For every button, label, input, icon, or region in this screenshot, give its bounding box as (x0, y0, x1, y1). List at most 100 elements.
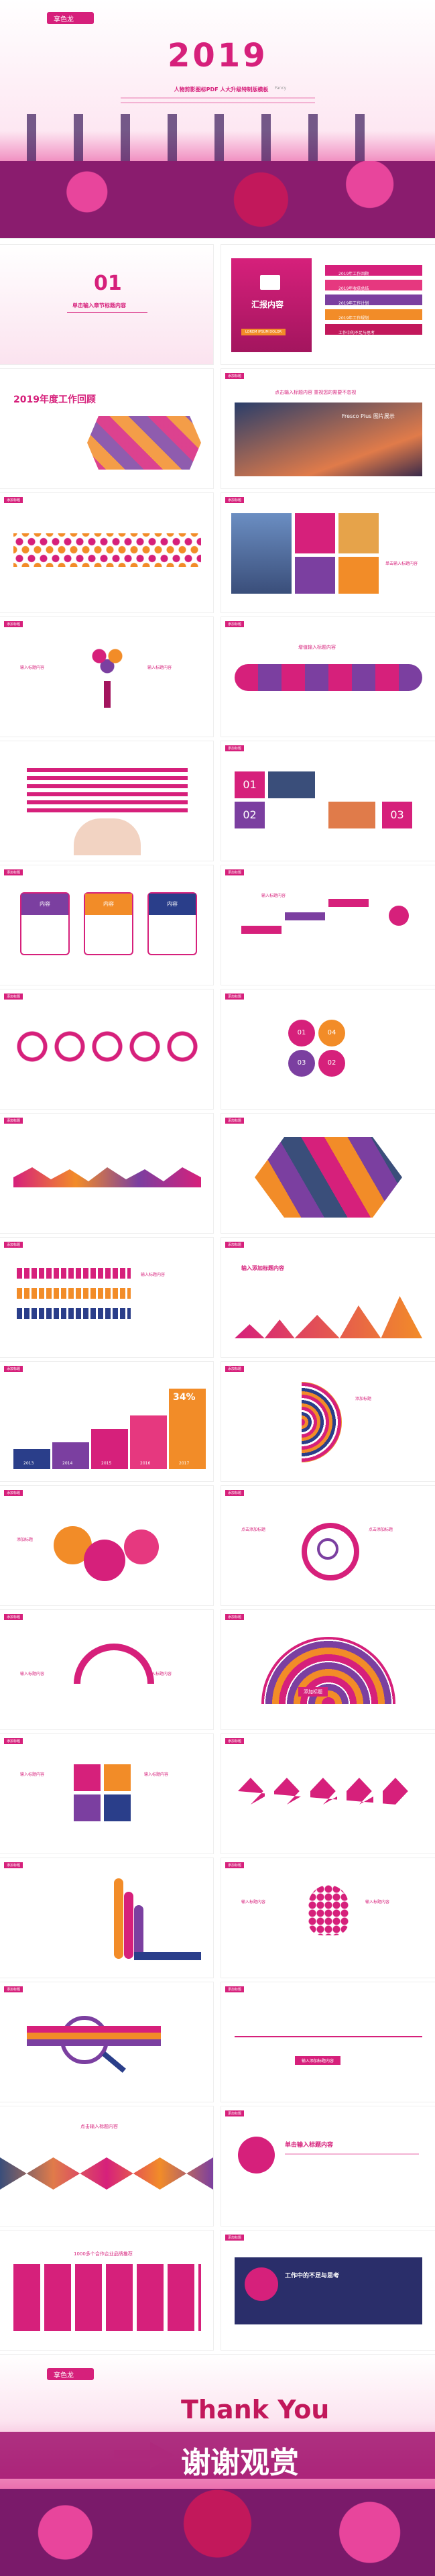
ribbon (124, 1892, 133, 1959)
toc-item[interactable]: 工作中的不足与思考 (325, 324, 422, 335)
slide-tree: 添加标题 输入标题内容 输入标题内容 (0, 617, 213, 737)
semi-label: 输入标题内容 (20, 1672, 45, 1676)
gear-icon (84, 1540, 125, 1581)
brand-logo (47, 2368, 94, 2380)
hex-cell: 01 (288, 1020, 315, 1046)
search-icon (317, 1538, 338, 1560)
slide-tag: 添加标题 (4, 869, 23, 875)
intro-title: 增值输入标题内容 (298, 645, 336, 650)
card-header: 内容 (149, 894, 196, 915)
search-ring (302, 1523, 359, 1580)
slide-tag: 添加标题 (225, 1366, 245, 1372)
hex-cell: 04 (318, 1020, 345, 1046)
toc-report-sub: LOREM IPSUM DOLOR (241, 329, 286, 335)
toc-item-label: 2019年工作规划 (338, 316, 369, 321)
toc-item[interactable]: 2019年工作回顾 (325, 265, 422, 276)
people-row (17, 1288, 131, 1299)
slide-database: 添加标题 单击输入标题内容 (221, 2106, 435, 2226)
step-bar (328, 899, 369, 907)
slide-icon-grid: 添加标题 输入标题内容 输入标题内容 (0, 1734, 213, 1854)
content-card: 内容 (20, 892, 70, 955)
arc-label: 添加标题 (355, 1397, 372, 1401)
ribbon-base (134, 1952, 201, 1960)
slide-hex-numbers: 添加标题 01 04 03 02 (221, 989, 435, 1109)
year-percent: 34% (173, 1392, 196, 1403)
year-label: 2013 (23, 1461, 34, 1466)
year-label: 2014 (62, 1461, 73, 1466)
toc-report-label: 汇报内容 (251, 300, 284, 309)
cover-subline: Fancy (275, 86, 287, 91)
timeline-line (235, 2036, 422, 2037)
tree-icon (87, 644, 127, 684)
year-bar (130, 1415, 167, 1469)
section-slide: 01 单击输入章节标题内容 (0, 245, 213, 364)
slide-mountains: 添加标题 (0, 1114, 213, 1233)
toc-item[interactable]: 2019年工作计划 (325, 294, 422, 306)
brand-name: 享色龙 (54, 2372, 74, 2379)
section-underline (67, 312, 147, 313)
photo-tile (338, 513, 379, 553)
wave-ribbon (235, 664, 422, 691)
toc-item[interactable]: 2019年工作规划 (325, 309, 422, 321)
slide-diamonds: 添加标题 (221, 1734, 435, 1854)
card-label: 内容 (103, 901, 114, 907)
year-label: 2017 (179, 1461, 190, 1466)
slide-arcs: 添加标题 (0, 989, 213, 1109)
slide-tag: 添加标题 (4, 1738, 23, 1744)
slide-tag: 添加标题 (225, 621, 245, 627)
database-line (285, 2153, 419, 2155)
slide-tag: 添加标题 (225, 1118, 245, 1124)
card-header: 内容 (85, 894, 132, 915)
section-number: 01 (94, 272, 122, 295)
content-card: 内容 (147, 892, 197, 955)
people-row (17, 1268, 131, 1279)
toc-item[interactable]: 2019年收获总结 (325, 280, 422, 291)
slide-tag: 添加标题 (225, 869, 245, 875)
ribbon-photo-title: 点击输入标题内容 (80, 2124, 118, 2129)
reflection-circle (245, 2267, 278, 2301)
slide-half-circles: 添加标题 添加标题 (221, 1362, 435, 1481)
toc-item-label: 2019年工作回顾 (338, 272, 369, 276)
slide-magnifier: 添加标题 (0, 1982, 213, 2102)
tile-photo (268, 771, 315, 798)
timeline-badge: 输入添加标题内容 (295, 2056, 341, 2065)
content-card: 内容 (84, 892, 133, 955)
people-label: 输入标题内容 (141, 1273, 166, 1277)
year-label: 2015 (101, 1461, 112, 1466)
ribbon (114, 1878, 123, 1959)
semi-label: 输入标题内容 (147, 1672, 172, 1676)
card-header: 内容 (21, 894, 68, 915)
hex-cell: 03 (288, 1050, 315, 1077)
photo-title: 单击输入标题内容 (385, 561, 418, 566)
tile-photo (328, 802, 375, 828)
tile-label: 输入标题内容 (144, 1772, 169, 1777)
ribbon-photo-band (0, 2157, 213, 2190)
slide-tag: 添加标题 (225, 2110, 245, 2116)
slide-tag: 添加标题 (4, 1366, 23, 1372)
slide-tag: 添加标题 (4, 1490, 23, 1496)
slide-growth-curve: 添加标题 输入添加标题内容 (221, 1238, 435, 1357)
slide-tag: 添加标题 (4, 1986, 23, 1992)
step-bar (241, 926, 282, 934)
bulb-label: 输入标题内容 (241, 1900, 266, 1904)
book-icon (260, 275, 280, 290)
thanks-en: Thank You (181, 2395, 330, 2424)
slide-ribbon-photos: 点击输入标题内容 (0, 2106, 213, 2226)
bridge-photo (235, 402, 422, 476)
lightbulb-icon (308, 1885, 349, 1935)
slide-cards: 添加标题 内容 内容 内容 (0, 865, 213, 985)
slide-rainbow: 添加标题 添加标题 (221, 1610, 435, 1729)
slide-tag: 添加标题 (225, 1490, 245, 1496)
slide-tag: 添加标题 (4, 1862, 23, 1868)
flower-foreground (0, 161, 435, 238)
cover-headline: 人物剪影图标PDF 人大升级特制版模板 (174, 87, 269, 93)
slide-tag: 添加标题 (225, 1738, 245, 1744)
slide-people-bars: 添加标题 输入标题内容 (0, 1238, 213, 1357)
slide-tag: 添加标题 (225, 1614, 245, 1620)
thanks-cn: 谢谢观赏 (181, 2446, 299, 2480)
hex-cell: 02 (318, 1050, 345, 1077)
card-label: 内容 (167, 901, 178, 907)
gear-label: 添加标题 (17, 1538, 34, 1542)
cover-slide: 享色龙 2019 人物剪影图标PDF 人大升级特制版模板 Fancy (0, 0, 435, 238)
slide-tag: 添加标题 (225, 2235, 245, 2241)
